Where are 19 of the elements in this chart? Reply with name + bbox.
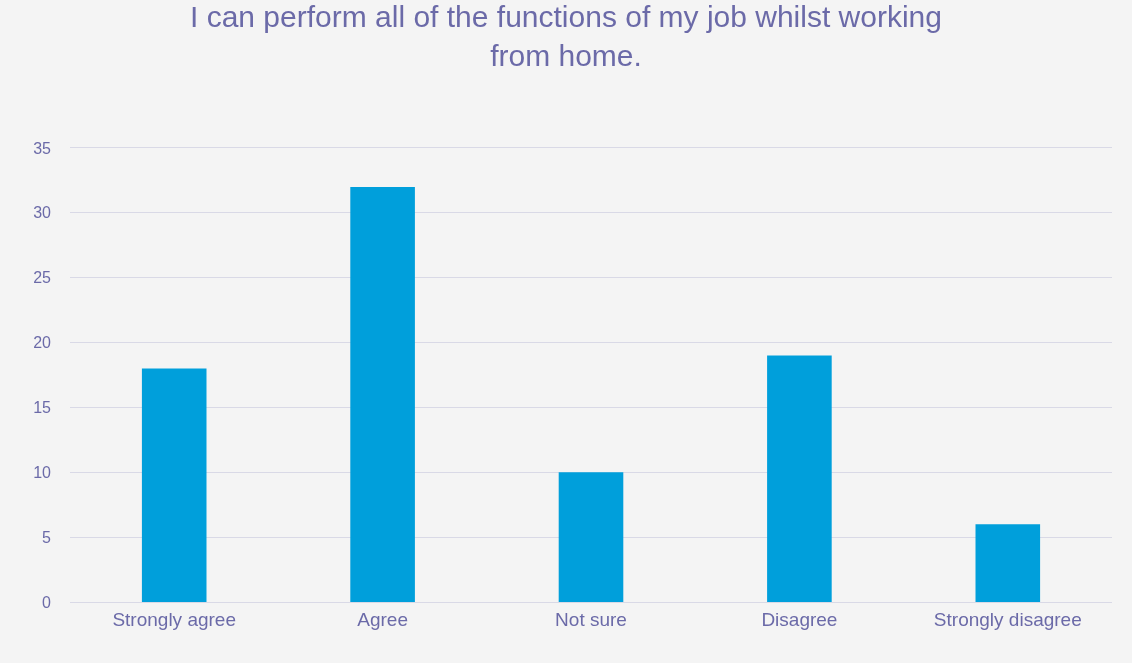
- x-tick-label: Disagree: [761, 608, 838, 630]
- y-tick-label: 20: [33, 334, 52, 352]
- y-tick-label: 15: [33, 399, 52, 417]
- x-tick-label: Strongly agree: [112, 608, 236, 630]
- chart-title: I can perform all of the functions of my job whilst working from home.: [190, 0, 942, 72]
- bar: [350, 186, 415, 602]
- y-tick-label: 35: [33, 139, 52, 157]
- bar: [141, 368, 207, 602]
- x-tick-label: Strongly disagree: [933, 608, 1082, 630]
- y-tick-label: 10: [33, 463, 52, 481]
- y-tick-label: 5: [42, 528, 52, 546]
- y-tick-label: 30: [33, 204, 52, 222]
- y-tick-label: 0: [42, 593, 52, 611]
- x-tick-label: Agree: [357, 608, 408, 630]
- bar: [975, 524, 1041, 602]
- bar: [767, 355, 832, 602]
- x-tick-label: Not sure: [555, 608, 627, 630]
- y-tick-label: 25: [33, 269, 52, 287]
- bar: [558, 472, 624, 602]
